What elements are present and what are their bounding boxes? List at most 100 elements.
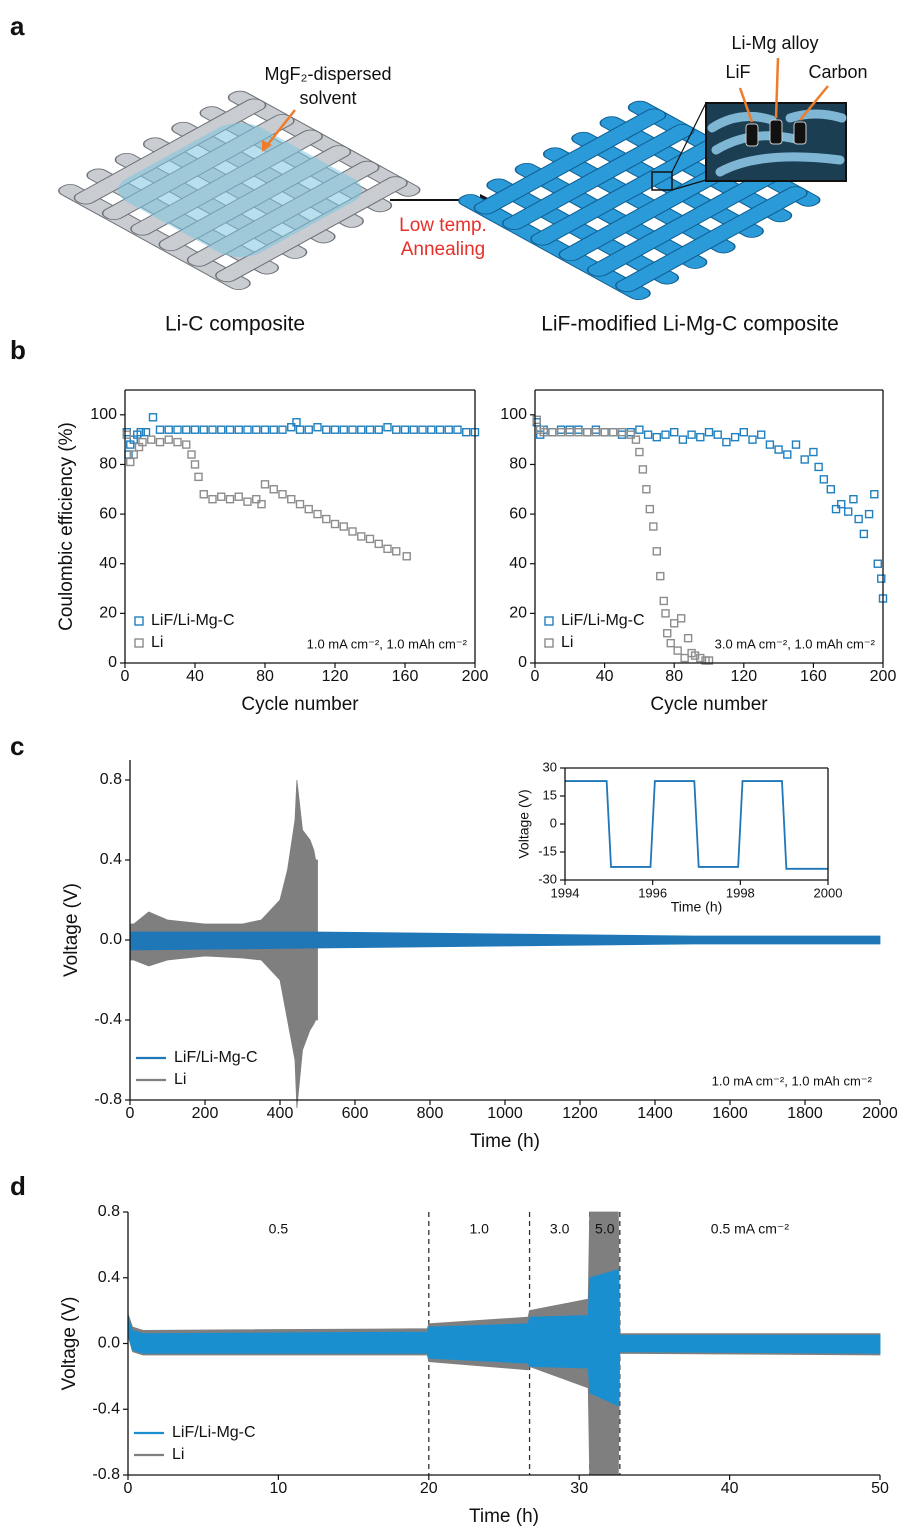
x-tick-label: 2000 — [814, 885, 843, 900]
data-point — [173, 437, 182, 447]
x-axis-label: Cycle number — [650, 694, 768, 715]
chart: 1994 1996 1998 2000 -30 -15 0 15 30 Time (h) Volta… — [516, 759, 843, 914]
y-axis-label: Voltage (V) — [59, 1297, 80, 1391]
x-tick-label: 40 — [721, 1480, 739, 1497]
chart: 0 40 80 120 160 200 0 20 40 60 80 100 Cycle number Co… — [56, 389, 488, 715]
data-point — [556, 425, 566, 434]
y-tick-label: 80 — [99, 456, 117, 473]
x-tick-label: 1600 — [712, 1105, 748, 1122]
panel-label: d — [10, 1171, 26, 1201]
data-point — [854, 514, 863, 524]
y-tick-label: 100 — [500, 406, 527, 423]
data-point — [173, 425, 182, 434]
data-point — [670, 619, 679, 628]
data-point — [739, 427, 748, 437]
data-point — [330, 519, 340, 529]
y-tick-label: -30 — [538, 871, 557, 886]
legend-marker — [134, 616, 144, 626]
voltage-line — [565, 780, 828, 870]
rate-label: 3.0 — [550, 1221, 570, 1237]
data-point — [122, 427, 131, 437]
data-point — [617, 430, 627, 439]
data-point — [663, 629, 672, 638]
legend-label: LiF/Li-Mg-C — [561, 612, 645, 629]
data-point — [831, 504, 841, 514]
x-tick-label: 0 — [531, 668, 540, 685]
data-point — [304, 425, 313, 434]
y-tick-label: 40 — [509, 555, 527, 572]
data-point — [374, 539, 383, 549]
data-point — [225, 425, 235, 434]
data-point — [649, 522, 658, 531]
legend-label: Li — [151, 634, 163, 651]
data-point — [814, 462, 823, 472]
data-point — [155, 425, 165, 434]
data-point — [626, 427, 635, 437]
data-point — [365, 534, 375, 544]
data-point — [322, 514, 331, 524]
data-point — [877, 574, 886, 583]
x-tick-label: 1994 — [551, 885, 580, 900]
data-point — [844, 507, 853, 516]
caption: LiF-modified Li-Mg-C composite — [541, 313, 839, 336]
data-point — [583, 427, 592, 437]
data-point — [609, 427, 618, 437]
data-point — [704, 656, 714, 665]
data-point — [147, 435, 156, 444]
x-axis-label: Cycle number — [241, 694, 359, 715]
y-tick-label: 60 — [99, 505, 117, 522]
data-point — [583, 427, 592, 437]
data-point — [234, 492, 243, 501]
data-point — [864, 509, 874, 519]
data-point — [656, 571, 665, 581]
data-point — [187, 450, 196, 459]
annotation: MgF₂-dispersed — [264, 64, 391, 84]
data-point — [243, 425, 252, 434]
data-point — [357, 532, 366, 541]
x-tick-label: 120 — [322, 668, 349, 685]
data-point — [722, 437, 731, 447]
y-tick-label: -0.8 — [94, 1091, 122, 1108]
data-point — [330, 425, 340, 434]
y-tick-label: 80 — [509, 456, 527, 473]
data-point — [574, 425, 583, 434]
data-point — [565, 425, 574, 434]
panel-label: a — [10, 11, 25, 41]
data-point — [680, 653, 689, 663]
data-point — [292, 418, 301, 427]
voltage-band — [127, 1269, 881, 1407]
x-tick-label: 1996 — [638, 885, 667, 900]
data-point — [252, 495, 261, 504]
data-point — [800, 455, 809, 464]
data-point — [257, 499, 266, 509]
data-point — [849, 495, 858, 504]
voltage-band — [129, 931, 881, 951]
inset-label: Li-Mg alloy — [731, 33, 818, 53]
data-point — [409, 425, 418, 434]
data-point — [295, 425, 305, 434]
legend-label: Li — [172, 1446, 184, 1463]
y-tick-label: 0.4 — [100, 851, 122, 868]
rate-label: 0.5 mA cm⁻² — [711, 1221, 790, 1237]
pointer-arrows — [738, 57, 829, 123]
x-tick-label: 200 — [870, 668, 897, 685]
data-point — [269, 485, 278, 494]
data-point — [676, 614, 686, 623]
panel-label: c — [10, 731, 24, 761]
y-axis-label: Voltage (V) — [516, 789, 532, 858]
data-point — [870, 490, 879, 499]
data-point — [652, 547, 661, 556]
data-point — [548, 427, 557, 437]
y-tick-label: -15 — [538, 843, 557, 858]
y-tick-label: 40 — [99, 555, 117, 572]
data-point — [565, 427, 574, 437]
data-point — [339, 522, 348, 531]
data-point — [765, 440, 775, 449]
annotation: solvent — [299, 88, 356, 108]
data-point — [199, 490, 208, 499]
data-point — [690, 651, 700, 660]
data-point — [243, 497, 252, 506]
data-point — [462, 427, 471, 437]
x-axis-label: Time (h) — [469, 1506, 539, 1527]
li-c-weave — [58, 90, 421, 291]
